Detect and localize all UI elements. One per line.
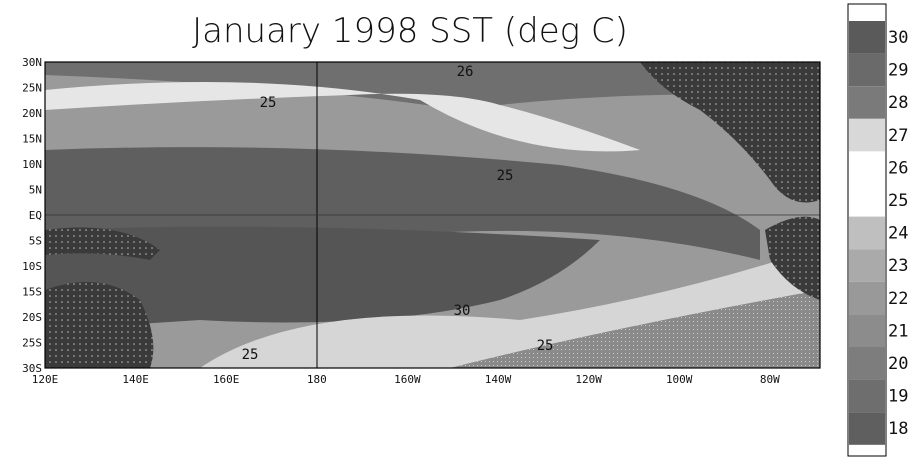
lon-label: 120W [575,373,602,386]
colorbar-swatch [849,151,885,184]
colorbar-swatch [849,380,885,413]
colorbar-label: 21 [888,321,908,341]
colorbar-swatch [849,21,885,54]
colorbar-swatch [849,282,885,315]
contour-label: 25 [242,347,259,363]
colorbar-swatch [849,412,885,445]
map-title: January 1998 SST (deg C) [192,11,628,51]
colorbar-label: 18 [888,419,908,439]
contour-label: 26 [457,64,474,80]
lat-label: 30N [22,56,42,69]
colorbar-label: 23 [888,256,908,276]
lon-label: 100W [666,373,693,386]
colorbar-swatch [849,314,885,347]
colorbar-label: 24 [888,224,908,244]
colorbar-label: 20 [888,354,908,374]
contour-label: 25 [260,95,277,111]
lon-label: 140W [485,373,512,386]
colorbar-label: 19 [888,387,908,407]
lat-label: 5N [29,184,42,197]
lat-label: 10S [22,260,42,273]
colorbar-label: 29 [888,61,908,81]
colorbar-swatch [849,119,885,152]
lat-label: 15N [22,133,42,146]
lon-label: 120E [32,373,59,386]
colorbar-swatch [849,217,885,250]
lon-label: 160E [213,373,240,386]
lat-label: 25N [22,82,42,95]
map [45,62,820,368]
lat-label: EQ [29,209,42,222]
lon-label: 140E [122,373,149,386]
lon-label: 80W [760,373,780,386]
lat-label: 20S [22,311,42,324]
lon-label: 180 [307,373,327,386]
lat-label: 20N [22,107,42,120]
colorbar-label: 22 [888,289,908,309]
lat-label: 15S [22,286,42,299]
colorbar-label: 25 [888,191,908,211]
contour-label: 25 [537,338,554,354]
lat-label: 25S [22,337,42,350]
lon-label: 160W [394,373,421,386]
lat-label: 5S [29,235,42,248]
colorbar-swatch [849,249,885,282]
colorbar-label: 27 [888,126,908,146]
colorbar-swatch [849,184,885,217]
colorbar-swatch [849,54,885,87]
lat-label: 10N [22,158,42,171]
colorbar-label: 26 [888,158,908,178]
contour-label: 25 [497,168,514,184]
colorbar-swatch [849,86,885,119]
colorbar-label: 28 [888,93,908,113]
page: January 1998 SST (deg C) 30N 25N 20N 15N 10N… [0,0,924,464]
colorbar-label: 30 [888,28,908,48]
contour-label: 30 [454,303,471,319]
colorbar-swatch [849,347,885,380]
